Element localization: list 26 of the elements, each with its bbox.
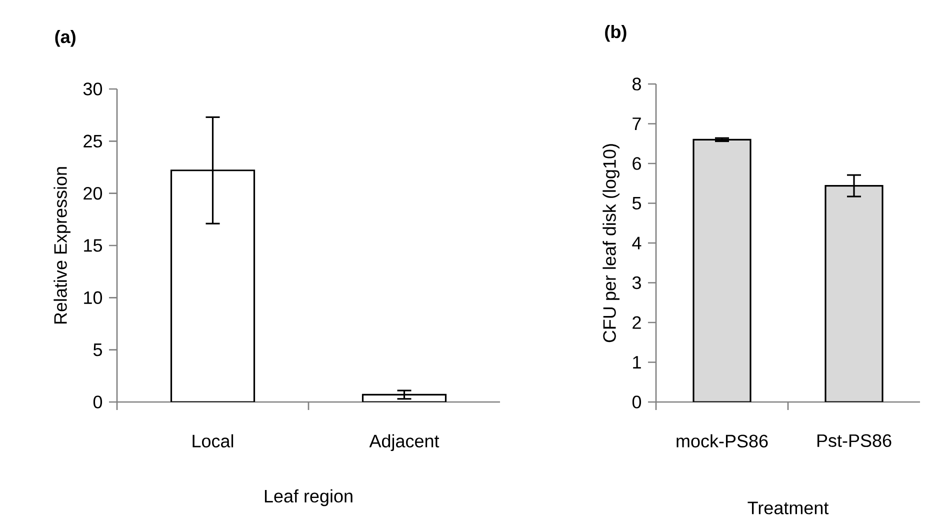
y-tick-label: 1	[633, 356, 641, 368]
x-axis-title: Treatment	[748, 502, 829, 514]
x-tick-label: mock-PS86	[676, 434, 768, 448]
y-tick-label: 20	[84, 186, 102, 200]
y-axis-title: Relative Expression	[54, 167, 70, 324]
y-tick-label: 25	[84, 134, 102, 148]
x-axis-title: Leaf region	[264, 489, 352, 506]
y-tick-label: 4	[632, 236, 642, 250]
y-tick-label: 5	[632, 196, 641, 210]
y-tick-label: 0	[93, 396, 102, 408]
y-tick-label: 5	[93, 344, 102, 356]
y-tick-label: 10	[84, 291, 102, 304]
y-tick-label: 3	[632, 276, 641, 290]
y-tick-label: 7	[632, 118, 641, 130]
x-tick-label: Local	[192, 434, 234, 448]
y-tick-label: 15	[84, 239, 102, 252]
x-tick-label: Adjacent	[369, 434, 440, 452]
chart-title: (b)	[605, 24, 626, 42]
y-tick-label: 30	[83, 82, 102, 96]
y-axis-title: CFU per leaf disk (log10)	[602, 144, 620, 342]
y-tick-label: 8	[632, 78, 641, 90]
chart-title: (a)	[55, 30, 76, 47]
x-tick-label: Pst-PS86	[817, 434, 892, 448]
y-tick-label: 2	[632, 316, 641, 329]
y-tick-label: 0	[632, 396, 642, 408]
y-tick-label: 6	[632, 157, 641, 170]
